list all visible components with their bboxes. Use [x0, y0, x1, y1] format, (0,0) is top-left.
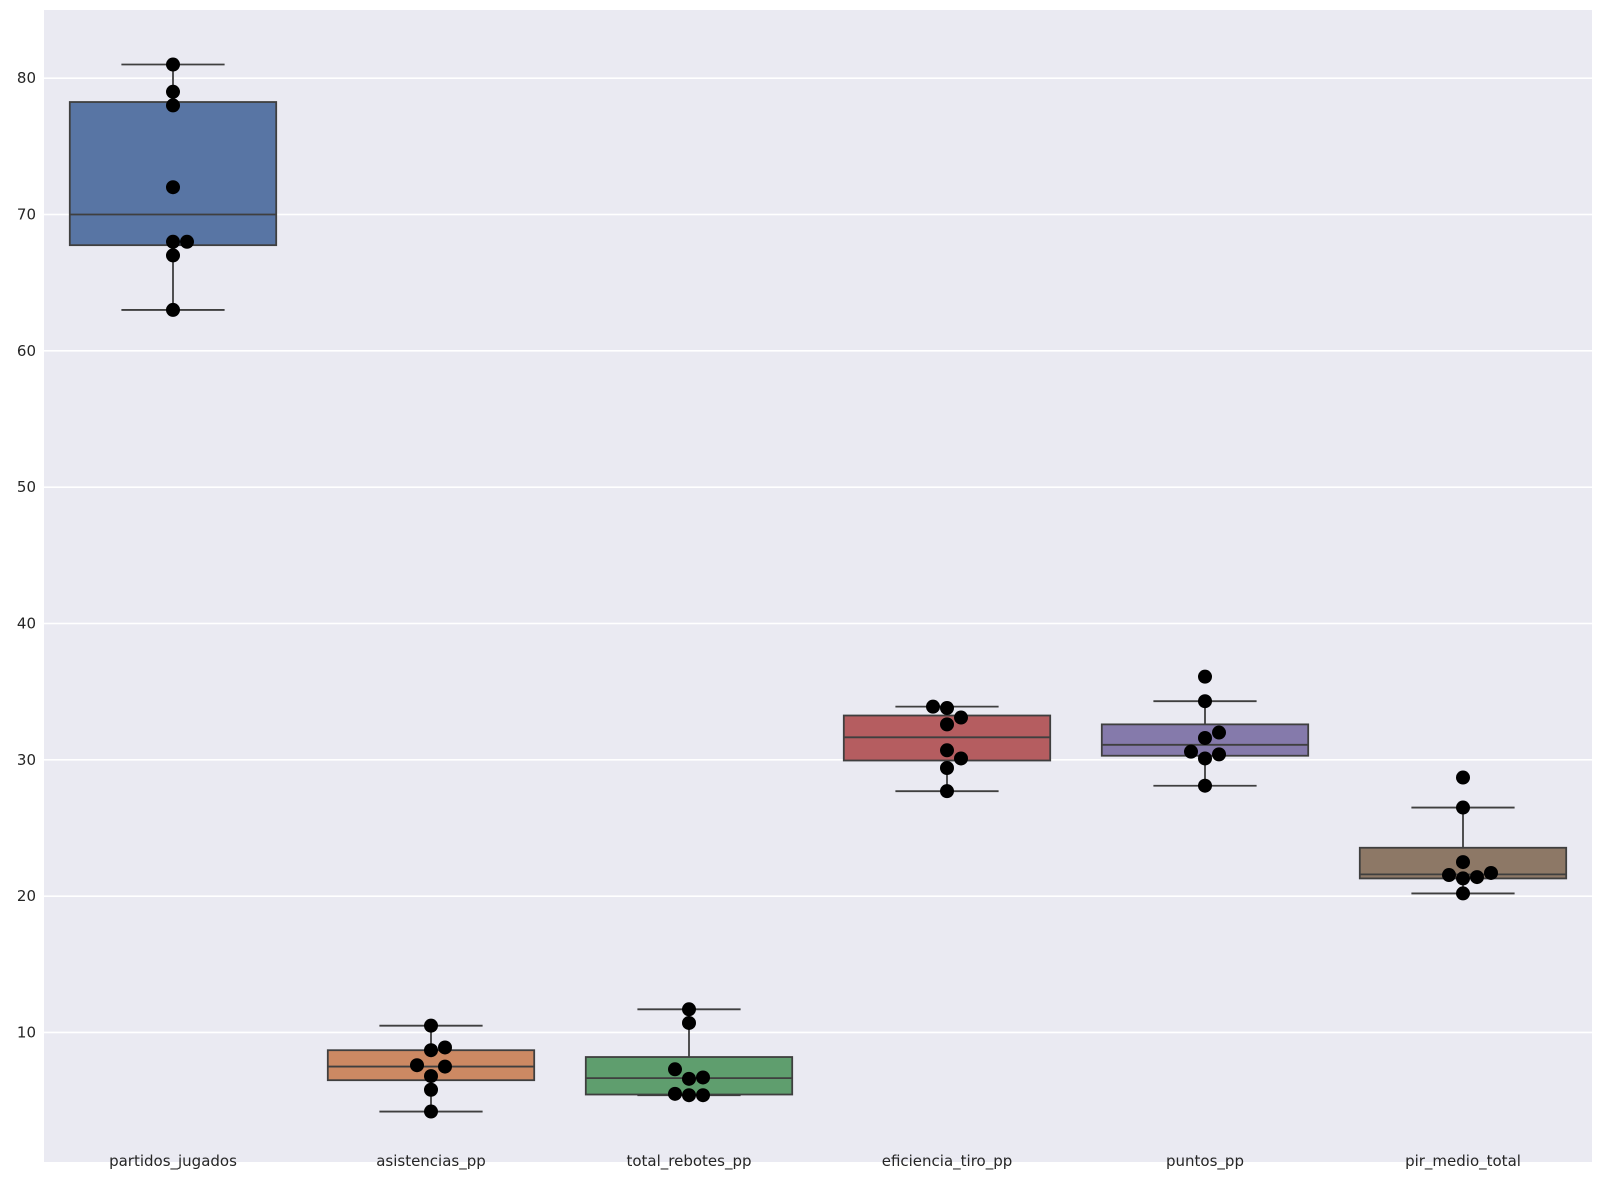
point-partidos_jugados-5 [166, 98, 180, 113]
point-partidos_jugados-2 [166, 234, 180, 249]
y-tick-label-30: 30 [17, 751, 36, 769]
point-puntos_pp-5 [1212, 725, 1226, 740]
point-partidos_jugados-3 [180, 234, 194, 249]
point-puntos_pp-1 [1198, 751, 1212, 766]
point-total_rebotes_pp-1 [696, 1088, 710, 1103]
point-puntos_pp-4 [1198, 731, 1212, 746]
point-asistencias_pp-7 [424, 1018, 438, 1033]
point-eficiencia_tiro_pp-4 [940, 717, 954, 732]
point-asistencias_pp-2 [424, 1069, 438, 1084]
point-pir_medio_total-6 [1456, 800, 1470, 815]
y-tick-label-70: 70 [17, 205, 36, 223]
point-pir_medio_total-3 [1442, 868, 1456, 883]
point-total_rebotes_pp-2 [668, 1086, 682, 1101]
point-eficiencia_tiro_pp-0 [940, 784, 954, 799]
point-partidos_jugados-6 [166, 84, 180, 99]
x-tick-label-asistencias_pp: asistencias_pp [376, 1152, 486, 1171]
point-eficiencia_tiro_pp-7 [926, 699, 940, 714]
point-total_rebotes_pp-3 [682, 1071, 696, 1086]
point-asistencias_pp-5 [424, 1043, 438, 1058]
point-puntos_pp-2 [1212, 747, 1226, 762]
point-pir_medio_total-0 [1456, 886, 1470, 901]
point-eficiencia_tiro_pp-3 [940, 743, 954, 758]
y-tick-label-20: 20 [17, 887, 36, 905]
box-partidos_jugados [68, 63, 278, 311]
x-tick-label-total_rebotes_pp: total_rebotes_pp [626, 1152, 751, 1171]
point-partidos_jugados-0 [166, 302, 180, 317]
point-pir_medio_total-5 [1456, 855, 1470, 870]
x-axis-ticks: partidos_jugados asistencias_pp total_rebo… [109, 1152, 1521, 1171]
x-tick-label-partidos_jugados: partidos_jugados [109, 1152, 237, 1171]
point-partidos_jugados-4 [166, 180, 180, 195]
y-tick-label-10: 10 [17, 1023, 36, 1041]
y-tick-label-50: 50 [17, 478, 36, 496]
point-total_rebotes_pp-5 [668, 1062, 682, 1077]
point-eficiencia_tiro_pp-5 [954, 710, 968, 725]
point-puntos_pp-3 [1184, 744, 1198, 759]
point-asistencias_pp-6 [438, 1040, 452, 1055]
grid-lines [44, 77, 1592, 1034]
point-total_rebotes_pp-6 [682, 1015, 696, 1030]
swarm-points [166, 57, 1498, 1119]
plot-background [44, 10, 1592, 1162]
point-puntos_pp-7 [1198, 669, 1212, 684]
point-puntos_pp-0 [1198, 778, 1212, 793]
x-tick-label-pir_medio_total: pir_medio_total [1405, 1152, 1521, 1171]
x-tick-label-puntos_pp: puntos_pp [1166, 1152, 1244, 1171]
point-asistencias_pp-0 [424, 1104, 438, 1119]
y-tick-label-40: 40 [17, 614, 36, 632]
point-asistencias_pp-1 [424, 1082, 438, 1097]
point-eficiencia_tiro_pp-1 [940, 761, 954, 776]
point-asistencias_pp-3 [438, 1059, 452, 1074]
y-axis-ticks: 10 20 30 40 50 60 70 80 [17, 69, 36, 1041]
point-total_rebotes_pp-4 [696, 1070, 710, 1085]
point-total_rebotes_pp-0 [682, 1088, 696, 1103]
x-tick-label-eficiencia_tiro_pp: eficiencia_tiro_pp [882, 1152, 1013, 1171]
point-eficiencia_tiro_pp-2 [954, 751, 968, 766]
point-partidos_jugados-7 [166, 57, 180, 72]
box-iqr [68, 101, 278, 247]
point-pir_medio_total-1 [1456, 871, 1470, 886]
point-total_rebotes_pp-7 [682, 1002, 696, 1017]
y-tick-label-60: 60 [17, 342, 36, 360]
y-tick-label-80: 80 [17, 69, 36, 87]
point-pir_medio_total-2 [1470, 870, 1484, 885]
point-asistencias_pp-4 [410, 1058, 424, 1073]
point-pir_medio_total-7 [1456, 770, 1470, 785]
point-partidos_jugados-1 [166, 248, 180, 263]
point-eficiencia_tiro_pp-6 [940, 701, 954, 716]
point-pir_medio_total-4 [1484, 865, 1498, 880]
point-puntos_pp-6 [1198, 694, 1212, 709]
